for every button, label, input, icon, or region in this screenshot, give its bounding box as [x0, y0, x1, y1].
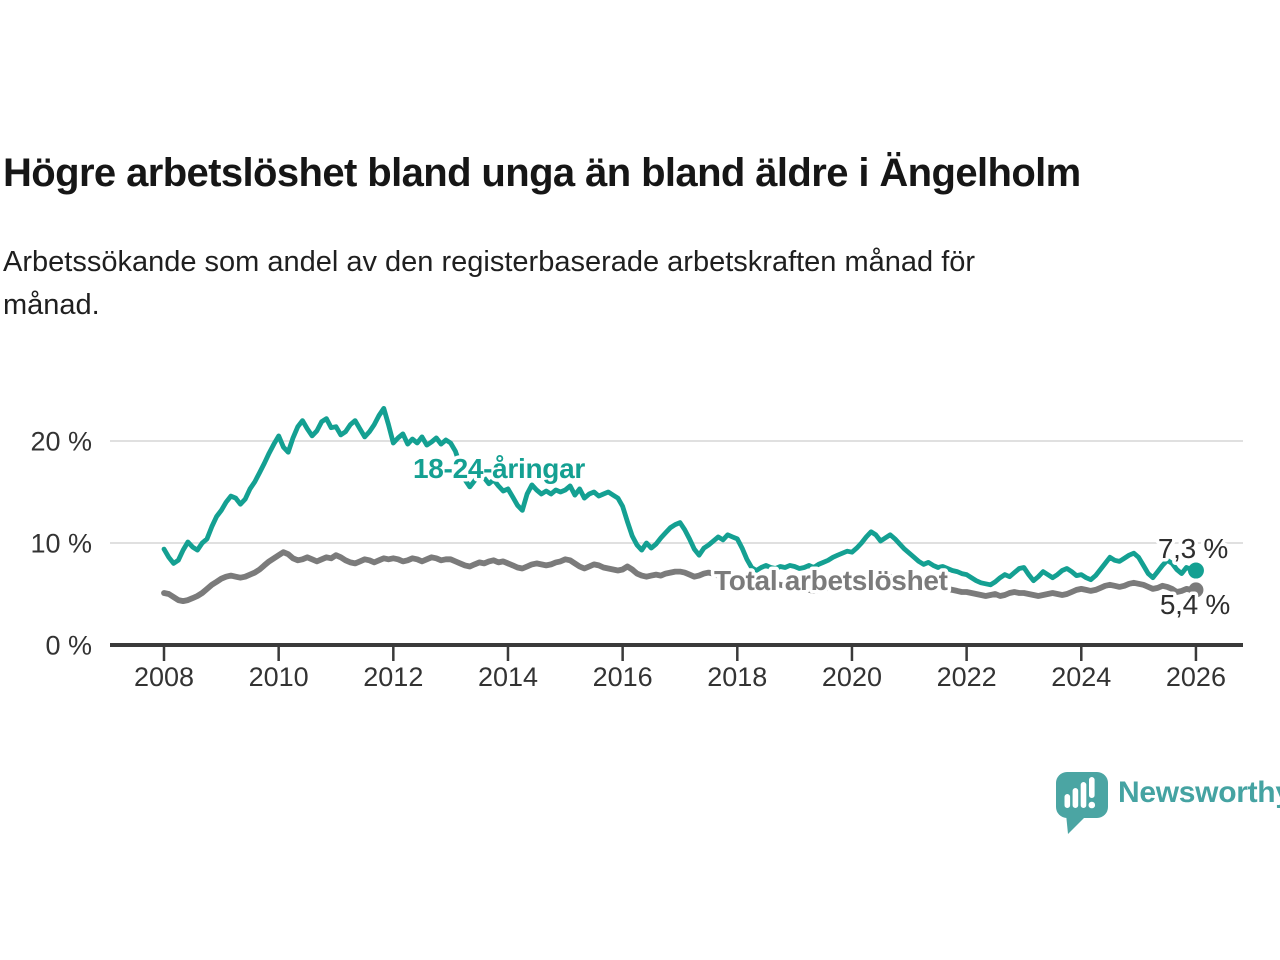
x-tick-label: 2024 [1051, 662, 1111, 692]
x-tick-label: 2018 [707, 662, 767, 692]
y-tick-label: 0 % [45, 631, 92, 661]
x-tick-label: 2020 [822, 662, 882, 692]
y-tick-label: 20 % [30, 427, 92, 457]
end-value-label-18-24: 7,3 % [1158, 533, 1228, 564]
end-value-label-total: 5,4 % [1160, 589, 1230, 620]
chart-title: Högre arbetslöshet bland unga än bland ä… [3, 151, 1081, 195]
newsworthy-brand-name: Newsworthy [1118, 776, 1280, 809]
newsworthy-branding: Newsworthy [1052, 770, 1280, 836]
series-label-total: Total arbetslöshet [714, 565, 948, 596]
x-tick-label: 2014 [478, 662, 538, 692]
chart-subtitle: Arbetssökande som andel av den registerb… [3, 241, 975, 327]
series-line-18-24 [161, 405, 1199, 588]
x-tick-label: 2008 [134, 662, 194, 692]
end-dot-total [1188, 582, 1204, 598]
x-tick-label: 2016 [593, 662, 653, 692]
chart-subtitle-line-2: månad. [3, 289, 100, 321]
x-tick-label: 2022 [937, 662, 997, 692]
newsworthy-logo-icon [1056, 772, 1108, 834]
series-line-total [161, 549, 1199, 604]
series-label-18-24: 18-24-åringar [413, 453, 585, 484]
chart-subtitle-line-1: Arbetssökande som andel av den registerb… [3, 246, 976, 278]
x-tick-label: 2012 [363, 662, 423, 692]
y-tick-label: 10 % [30, 529, 92, 559]
x-tick-label: 2010 [249, 662, 309, 692]
end-dot-18-24 [1187, 562, 1204, 579]
x-tick-label: 2026 [1166, 662, 1226, 692]
